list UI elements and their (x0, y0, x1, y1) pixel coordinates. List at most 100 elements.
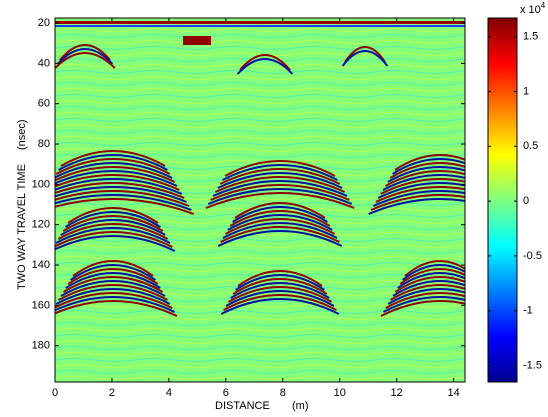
texture-line (55, 375, 465, 381)
texture-line (55, 297, 465, 303)
hyperbola (72, 260, 154, 277)
hyperbola (217, 230, 343, 247)
hyperbola (55, 166, 176, 183)
texture-line (55, 99, 465, 105)
x-tick-label: 10 (334, 387, 346, 399)
hyperbola (392, 280, 465, 297)
hyperbola (220, 298, 340, 315)
hyperbola (237, 270, 323, 287)
hyperbola (55, 186, 187, 203)
hyperbola (224, 160, 336, 177)
hyperbola (229, 210, 331, 227)
texture-line (55, 171, 465, 177)
hyperbola (59, 44, 111, 61)
texture-line (55, 357, 465, 363)
colorbar-tick-label: 1 (523, 85, 529, 97)
colorbar-tick-label: -1 (523, 305, 533, 317)
hyperbola (55, 231, 173, 248)
hyperbola (220, 226, 340, 243)
hyperbola (217, 172, 343, 189)
texture-line (55, 87, 465, 93)
texture-line (55, 345, 465, 351)
hyperbola (382, 174, 465, 191)
texture-line (55, 309, 465, 315)
hyperbola (234, 202, 326, 219)
hyperbola (344, 46, 386, 63)
hyperbola (67, 207, 159, 224)
hyperbola (392, 158, 465, 175)
hyperbola (390, 284, 465, 301)
texture-line (55, 141, 465, 147)
hyperbola (399, 268, 465, 285)
hyperbola (210, 184, 350, 201)
hyperbola (385, 292, 465, 309)
y-axis-label: TWO WAY TRAVEL TIME (16, 164, 28, 290)
hyperbola (227, 286, 333, 303)
hyperbola (227, 214, 333, 231)
x-tick-label: 4 (166, 387, 172, 399)
texture-line (55, 129, 465, 135)
hyperbola (222, 164, 338, 181)
hyperbola (232, 206, 328, 223)
hyperbola (394, 276, 465, 293)
colorbar-tick-label: -1.5 (523, 359, 542, 371)
y-tick-label: 60 (38, 98, 50, 110)
hyperbola (55, 190, 190, 207)
y-tick-label: 100 (32, 178, 50, 190)
surface-reflection (55, 21, 465, 24)
hyperbola (55, 198, 195, 215)
hyperbola (239, 54, 291, 71)
texture-line (55, 111, 465, 117)
hyperbola (219, 168, 341, 185)
hyperbola (60, 150, 166, 167)
texture-line (55, 201, 465, 207)
radargram (55, 21, 465, 381)
hyperbola (55, 235, 176, 252)
hyperbola (387, 288, 465, 305)
hyperbola (382, 296, 465, 313)
x-tick-label: 6 (223, 387, 229, 399)
texture-line (55, 195, 465, 201)
x-tick-label: 8 (280, 387, 286, 399)
hyperbola (70, 264, 156, 281)
x-tick-label: 12 (391, 387, 403, 399)
texture-line (55, 243, 465, 249)
hyperbola (60, 280, 166, 297)
colorbar-tick-label: 0.5 (523, 140, 538, 152)
hyperbola (341, 50, 389, 67)
target (183, 36, 211, 45)
texture-line (55, 333, 465, 339)
texture-line (55, 237, 465, 243)
y-tick-label: 120 (32, 219, 50, 231)
surface-reflection (55, 25, 465, 27)
hyperbola (384, 170, 465, 187)
plot-frame (54, 17, 466, 383)
hyperbola (394, 154, 465, 171)
texture-line (55, 303, 465, 309)
x-tick-label: 14 (447, 387, 459, 399)
texture-line (55, 225, 465, 231)
hyperbola (57, 223, 169, 240)
hyperbola (232, 278, 328, 295)
texture-line (55, 255, 465, 261)
hyperbola (380, 178, 465, 195)
hyperbola (58, 284, 168, 301)
hyperbola (56, 48, 114, 65)
colorbar (487, 17, 518, 383)
hyperbola (372, 190, 465, 207)
x-tick-label: 2 (109, 387, 115, 399)
texture-line (55, 321, 465, 327)
y-tick-label: 80 (38, 138, 50, 150)
hyperbola (55, 178, 183, 195)
hyperbola (223, 294, 337, 311)
hyperbola (214, 176, 346, 193)
texture-line (55, 105, 465, 111)
hyperbola (404, 260, 465, 277)
texture-line (55, 117, 465, 123)
texture-line (55, 327, 465, 333)
hyperbola (401, 264, 465, 281)
y-tick-label: 140 (32, 259, 50, 271)
hyperbola (62, 215, 164, 232)
x-axis-unit: (m) (292, 400, 309, 412)
